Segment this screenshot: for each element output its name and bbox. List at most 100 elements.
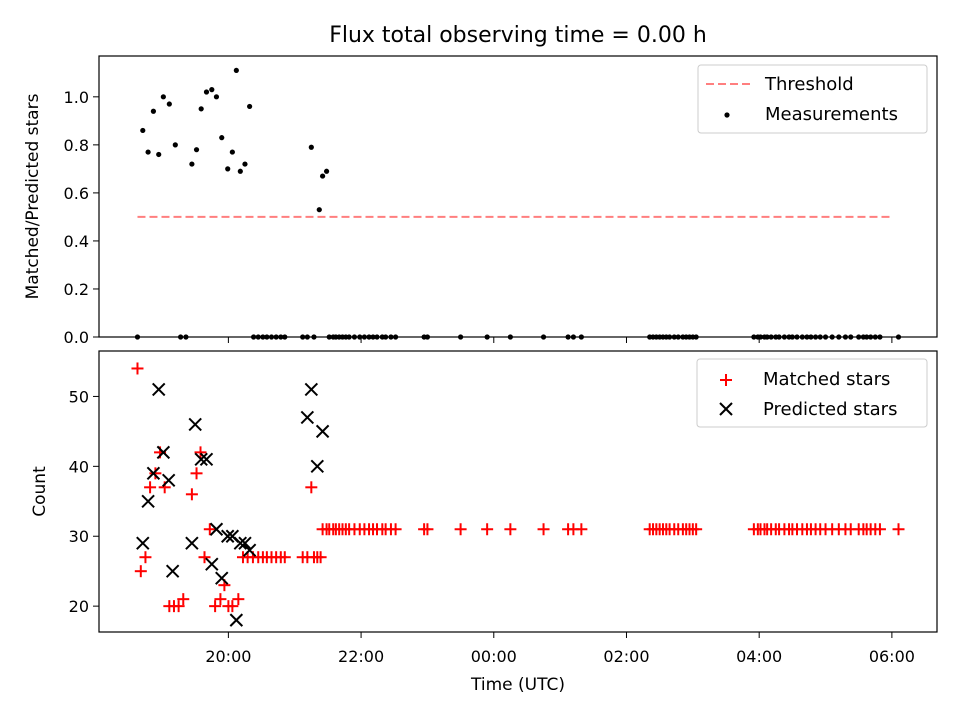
matched-star-point <box>190 467 203 480</box>
matched-star-point <box>454 523 467 536</box>
predicted-star-point <box>310 459 324 474</box>
threshold-legend-label: Threshold <box>764 74 854 95</box>
predicted-star-point <box>242 543 257 557</box>
predicted-star-point <box>152 382 166 397</box>
measurement-point <box>156 151 162 158</box>
measurement-point <box>319 173 326 179</box>
ratio-y-tick-label: 0.0 <box>64 328 89 347</box>
matched-star-point <box>149 467 162 480</box>
measurement-point <box>242 161 248 167</box>
matched-star-point <box>232 593 245 606</box>
measurement-point <box>237 168 243 174</box>
measurement-point <box>209 87 215 93</box>
predicted-star-point <box>233 536 248 550</box>
matched-star-point <box>131 362 144 375</box>
matched-star-point <box>134 565 147 578</box>
measurement-point <box>219 135 225 141</box>
matched-star-point <box>892 523 905 536</box>
measurement-point <box>323 168 330 174</box>
measurement-point <box>193 147 200 153</box>
x-tick-label: 04:00 <box>736 647 782 666</box>
predicted-star-point <box>146 466 161 481</box>
matched-star-point <box>537 523 550 536</box>
measurements-legend-swatch <box>724 112 730 118</box>
matched-star-point <box>185 488 198 501</box>
matched-star-point <box>198 551 211 564</box>
matched-star-point <box>575 523 588 536</box>
measurement-point <box>172 142 178 148</box>
predicted-star-point <box>136 536 150 550</box>
matched-legend-swatch <box>720 374 732 386</box>
matched-star-point <box>194 446 207 459</box>
predicted-star-point <box>199 452 214 467</box>
predicted-star-point <box>161 473 176 488</box>
count-y-tick-label: 50 <box>69 387 89 406</box>
predicted-star-point <box>185 536 199 550</box>
matched-star-point <box>209 600 222 613</box>
measurement-point <box>145 149 151 155</box>
measurement-point <box>229 149 235 155</box>
matched-legend-label: Matched stars <box>763 369 890 390</box>
measurement-point <box>203 89 210 95</box>
matched-star-point <box>504 523 517 536</box>
x-tick-label: 00:00 <box>471 647 517 666</box>
count-y-tick-label: 20 <box>69 597 89 616</box>
measurement-point <box>140 127 146 134</box>
ratio-y-tick-label: 0.2 <box>64 280 89 299</box>
predicted-star-point <box>209 522 224 536</box>
predicted-star-point <box>156 445 171 460</box>
predicted-star-point <box>165 564 180 578</box>
x-tick-label: 22:00 <box>338 647 384 666</box>
measurement-point <box>225 166 231 172</box>
count-x-axis: 20:00 22:00 00:00 02:00 04:00 06:00 <box>205 632 915 666</box>
matched-star-point <box>389 523 402 536</box>
measurement-point <box>189 161 195 167</box>
matched-star-point <box>305 481 318 494</box>
predicted-star-point <box>304 382 319 397</box>
ratio-y-tick-label: 0.4 <box>64 232 89 251</box>
chart-title: Flux total observing time = 0.00 h <box>329 23 707 48</box>
measurements-legend-label: Measurements <box>765 104 898 125</box>
measurement-point <box>198 106 204 112</box>
x-tick-label: 02:00 <box>603 647 649 666</box>
predicted-star-point <box>205 557 219 571</box>
measurement-point <box>213 94 220 100</box>
matched-star-point <box>226 600 239 613</box>
predicted-star-point <box>238 536 252 550</box>
measurement-point <box>150 108 157 114</box>
measurement-point <box>308 144 314 150</box>
measurement-point <box>247 103 253 110</box>
measurement-point <box>160 94 166 100</box>
matched-star-point <box>172 600 185 613</box>
matched-star-point <box>139 551 152 564</box>
predicted-star-point <box>300 410 315 425</box>
predicted-legend-swatch <box>719 402 733 416</box>
count-legend: Matched stars Predicted stars <box>696 358 928 428</box>
predicted-legend-label: Predicted stars <box>763 399 897 420</box>
count-y-tick-label: 40 <box>69 457 89 476</box>
count-marks <box>131 362 905 627</box>
count-y-tick-label: 30 <box>69 527 89 546</box>
matched-star-point <box>873 523 886 536</box>
predicted-star-point <box>315 424 330 439</box>
ratio-y-axis-label: Matched/Predicted stars <box>23 93 43 299</box>
ratio-legend-box <box>697 64 928 134</box>
count-legend-box <box>696 358 928 428</box>
matched-star-point <box>314 551 327 564</box>
x-tick-label: 20:00 <box>205 647 251 666</box>
ratio-plot-frame <box>98 55 938 338</box>
predicted-star-point <box>215 571 229 585</box>
matched-star-point <box>278 551 291 564</box>
matched-star-point <box>421 523 434 536</box>
measurement-point <box>166 101 172 107</box>
x-axis-label: Time (UTC) <box>470 675 565 695</box>
matched-star-point <box>481 523 494 536</box>
matched-star-point <box>690 523 703 536</box>
ratio-y-tick-label: 1.0 <box>64 88 89 107</box>
ratio-panel: 0.0 0.2 0.4 0.6 0.8 1.0 Matched/Predicted sta… <box>23 55 938 347</box>
ratio-y-axis: 0.0 0.2 0.4 0.6 0.8 1.0 <box>64 88 99 347</box>
matched-star-point <box>214 593 227 606</box>
predicted-star-point <box>188 417 202 432</box>
